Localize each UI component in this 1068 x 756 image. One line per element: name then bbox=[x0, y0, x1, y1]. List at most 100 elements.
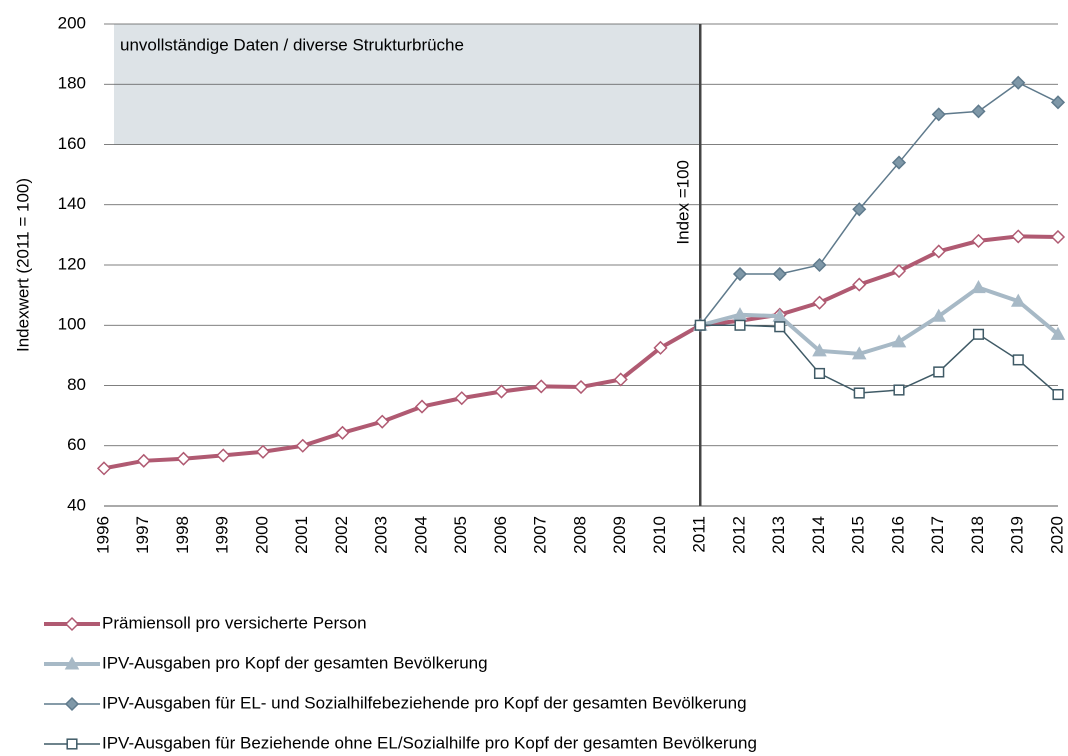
x-tick-label: 1999 bbox=[213, 516, 232, 554]
marker bbox=[852, 202, 867, 217]
x-tick-label: 2009 bbox=[610, 516, 629, 554]
marker bbox=[772, 266, 787, 282]
marker bbox=[96, 461, 112, 476]
y-axis-label: Indexwert (2011 = 100) bbox=[13, 178, 32, 352]
marker bbox=[812, 295, 827, 310]
y-tick-label: 60 bbox=[67, 435, 86, 454]
marker bbox=[414, 399, 430, 414]
x-tick-label: 1998 bbox=[173, 516, 192, 554]
marker bbox=[891, 334, 907, 348]
marker bbox=[335, 425, 350, 440]
marker bbox=[931, 107, 946, 122]
marker bbox=[136, 453, 151, 468]
marker bbox=[891, 263, 907, 279]
x-tick-label: 2019 bbox=[1008, 516, 1027, 554]
x-tick-label: 2020 bbox=[1047, 516, 1066, 554]
y-tick-label: 180 bbox=[58, 74, 86, 93]
legend-marker bbox=[64, 696, 80, 712]
x-tick-label: 2001 bbox=[292, 516, 311, 554]
marker bbox=[732, 307, 748, 321]
series bbox=[693, 75, 1066, 333]
x-tick-label: 2005 bbox=[451, 516, 470, 554]
marker bbox=[732, 266, 748, 282]
x-tick-label: 2008 bbox=[570, 516, 589, 554]
marker bbox=[734, 319, 746, 331]
legend-label: IPV-Ausgaben für EL- und Sozialhilfebezi… bbox=[102, 693, 747, 712]
marker bbox=[375, 414, 390, 429]
marker bbox=[852, 277, 867, 292]
x-tick-label: 2012 bbox=[729, 516, 748, 554]
shade-label: unvollständige Daten / diverse Strukturb… bbox=[120, 35, 464, 54]
series bbox=[96, 229, 1066, 476]
marker bbox=[494, 384, 509, 399]
marker bbox=[653, 340, 668, 355]
marker bbox=[813, 367, 826, 379]
marker bbox=[772, 308, 788, 322]
marker bbox=[454, 391, 469, 406]
marker bbox=[774, 321, 786, 333]
marker bbox=[613, 372, 628, 387]
series-line bbox=[103, 234, 1059, 471]
legend-label: IPV-Ausgaben für Beziehende ohne EL/Sozi… bbox=[102, 733, 757, 752]
legend-marker bbox=[64, 656, 80, 670]
series-line bbox=[699, 285, 1060, 356]
x-tick-label: 2011 bbox=[690, 516, 709, 553]
marker bbox=[891, 155, 907, 170]
x-tick-label: 2016 bbox=[888, 516, 907, 554]
x-tick-label: 2002 bbox=[332, 516, 351, 554]
x-tick-label: 2018 bbox=[968, 516, 987, 554]
marker bbox=[893, 384, 905, 396]
x-tick-label: 2010 bbox=[650, 516, 669, 554]
legend-marker bbox=[64, 616, 80, 632]
marker bbox=[812, 343, 827, 357]
marker bbox=[1050, 326, 1066, 340]
x-tick-label: 2017 bbox=[928, 516, 947, 554]
legend-label: Prämiensoll pro versicherte Person bbox=[102, 613, 367, 632]
marker bbox=[851, 346, 867, 360]
x-tick-label: 2014 bbox=[809, 516, 828, 554]
marker bbox=[534, 379, 549, 394]
marker bbox=[1012, 354, 1024, 366]
marker bbox=[971, 233, 986, 248]
y-tick-label: 40 bbox=[67, 495, 86, 514]
marker bbox=[971, 104, 986, 119]
legend-label: IPV-Ausgaben pro Kopf der gesamten Bevöl… bbox=[102, 653, 488, 672]
series-line bbox=[700, 324, 1059, 396]
marker bbox=[853, 387, 865, 399]
x-tick-label: 2007 bbox=[531, 516, 550, 554]
reference-label: Index =100 bbox=[674, 160, 693, 245]
marker bbox=[255, 444, 271, 459]
x-tick-label: 2006 bbox=[491, 516, 510, 554]
marker bbox=[972, 328, 985, 340]
x-tick-label: 2015 bbox=[849, 516, 868, 554]
marker bbox=[573, 379, 589, 395]
marker bbox=[931, 308, 947, 322]
marker bbox=[1050, 95, 1066, 110]
marker bbox=[1011, 75, 1026, 90]
y-tick-label: 140 bbox=[58, 194, 86, 213]
series bbox=[692, 280, 1066, 360]
x-tick-label: 2004 bbox=[411, 516, 430, 554]
y-tick-label: 120 bbox=[58, 254, 86, 273]
marker bbox=[694, 319, 706, 331]
marker bbox=[1052, 388, 1064, 401]
x-tick-label: 2003 bbox=[372, 516, 391, 554]
marker bbox=[1010, 293, 1026, 307]
x-tick-label: 1997 bbox=[133, 516, 152, 554]
marker bbox=[176, 451, 191, 466]
series-line bbox=[699, 81, 1059, 326]
y-tick-label: 160 bbox=[58, 134, 86, 153]
legend-marker bbox=[66, 738, 78, 750]
marker bbox=[812, 257, 827, 273]
x-tick-label: 1996 bbox=[93, 516, 112, 554]
marker bbox=[931, 244, 946, 259]
marker bbox=[216, 448, 231, 463]
marker bbox=[933, 366, 945, 378]
x-tick-label: 2000 bbox=[252, 516, 271, 554]
y-tick-label: 100 bbox=[58, 315, 86, 334]
x-tick-label: 2013 bbox=[769, 516, 788, 554]
marker bbox=[1050, 229, 1066, 245]
y-tick-label: 200 bbox=[58, 13, 86, 32]
marker bbox=[971, 280, 986, 294]
